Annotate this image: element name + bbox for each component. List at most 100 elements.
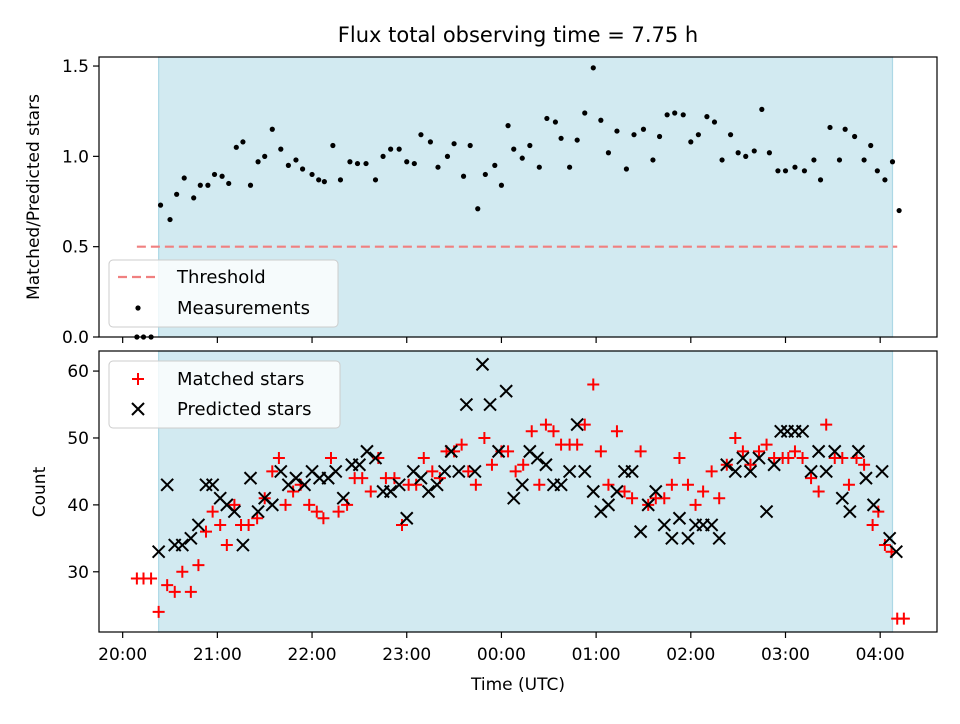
matched-star-point: [303, 498, 316, 511]
matched-star-point: [206, 505, 219, 518]
predicted-star-point: [437, 464, 452, 479]
bottom-legend: Matched stars Predicted stars: [108, 360, 341, 429]
matched-star-point: [417, 452, 430, 465]
matched-star-point: [396, 518, 409, 531]
legend-predicted-marker: [131, 402, 145, 416]
measurement-point: [511, 146, 517, 152]
measurement-point: [363, 160, 369, 167]
measurement-point: [735, 150, 741, 156]
matched-star-point: [502, 445, 515, 458]
measurement-point: [418, 132, 424, 138]
measurement-point: [191, 195, 197, 201]
predicted-star-point: [804, 464, 818, 479]
measurement-point: [262, 153, 268, 159]
measurement-point: [492, 162, 498, 168]
measurement-point: [427, 139, 434, 145]
measurement-point: [782, 168, 789, 174]
matched-star-point: [266, 465, 279, 478]
measurement-point: [868, 142, 874, 149]
measurement-point: [775, 168, 781, 174]
matched-star-point: [462, 465, 475, 478]
predicted-star-point: [759, 504, 774, 519]
top-y-axis-label: Matched/Predicted stars: [24, 94, 44, 300]
legend-matched-marker: [132, 373, 144, 385]
measurement-point: [174, 191, 180, 197]
legend-measurements-label: Measurements: [177, 298, 310, 319]
matched-star-point: [168, 585, 181, 598]
measurement-point: [751, 148, 757, 154]
measurement-point: [482, 171, 488, 178]
measurement-point: [226, 180, 232, 187]
predicted-star-point: [720, 458, 734, 472]
measurement-point: [743, 153, 749, 159]
matched-star-point: [673, 452, 686, 465]
predicted-star-point: [610, 484, 624, 499]
measurement-point: [695, 132, 701, 138]
matched-star-point: [184, 585, 197, 598]
predicted-star-point: [483, 397, 497, 412]
matched-star-point: [332, 505, 345, 518]
matched-star-point: [176, 565, 189, 578]
measurement-point: [766, 150, 773, 156]
matched-star-point: [426, 465, 439, 478]
predicted-star-point: [743, 464, 758, 479]
measurement-point: [460, 173, 467, 179]
measurement-point: [247, 182, 254, 188]
measurement-point: [285, 162, 291, 168]
matched-star-point: [388, 472, 401, 485]
measurement-point: [852, 133, 858, 140]
predicted-star-point: [851, 444, 866, 459]
measurement-point: [255, 159, 261, 165]
measurement-point: [240, 139, 246, 145]
predicted-star-point: [336, 491, 351, 505]
predicted-star-point: [882, 531, 897, 546]
matched-star-point: [872, 505, 885, 518]
top-legend: Threshold Measurements: [108, 259, 339, 328]
measurement-point: [475, 206, 481, 212]
measurement-point: [827, 124, 833, 131]
matched-star-point: [697, 485, 710, 498]
predicted-star-point: [160, 478, 174, 492]
predicted-star-point: [889, 545, 903, 559]
measurement-point: [574, 137, 580, 143]
measurement-point: [623, 166, 630, 172]
predicted-star-point: [515, 478, 529, 492]
matched-star-point: [279, 498, 292, 511]
matched-star-point: [220, 539, 233, 552]
predicted-star-point: [421, 484, 436, 499]
predicted-star-point: [554, 478, 568, 492]
measurement-point: [680, 112, 686, 118]
measurement-point: [896, 207, 902, 214]
matched-star-point: [897, 612, 910, 625]
measurement-point: [435, 164, 441, 170]
matched-star-point: [324, 452, 337, 465]
predicted-star-point: [835, 491, 850, 505]
measurement-point: [727, 132, 734, 138]
matched-star-point: [820, 418, 833, 431]
measurement-point: [321, 179, 327, 185]
measurement-point: [380, 153, 386, 159]
predicted-star-point: [265, 498, 279, 512]
top-legend-box: [108, 259, 339, 328]
top-axes-frame: [98, 56, 938, 338]
x-tick-label: 04:00: [856, 645, 905, 665]
matched-star-point: [805, 472, 818, 485]
matched-star-point: [161, 579, 174, 592]
measurement-point: [719, 157, 725, 163]
measurement-point: [330, 142, 336, 149]
predicted-star-point: [586, 484, 600, 499]
x-tick-label: 22:00: [288, 645, 337, 665]
matched-star-point: [310, 505, 323, 518]
matched-star-point: [729, 431, 742, 444]
measurement-point: [889, 159, 896, 165]
measurement-point: [388, 146, 394, 152]
measurement-point: [536, 164, 542, 170]
measurement-point: [505, 123, 511, 129]
bottom-axes-frame: [98, 350, 938, 633]
predicted-star-point: [430, 478, 444, 492]
matched-star-point: [485, 458, 498, 471]
measurement-point: [582, 110, 588, 116]
measurement-point: [157, 202, 164, 208]
measurement-point: [299, 166, 306, 172]
x-tick-label: 21:00: [193, 645, 242, 665]
